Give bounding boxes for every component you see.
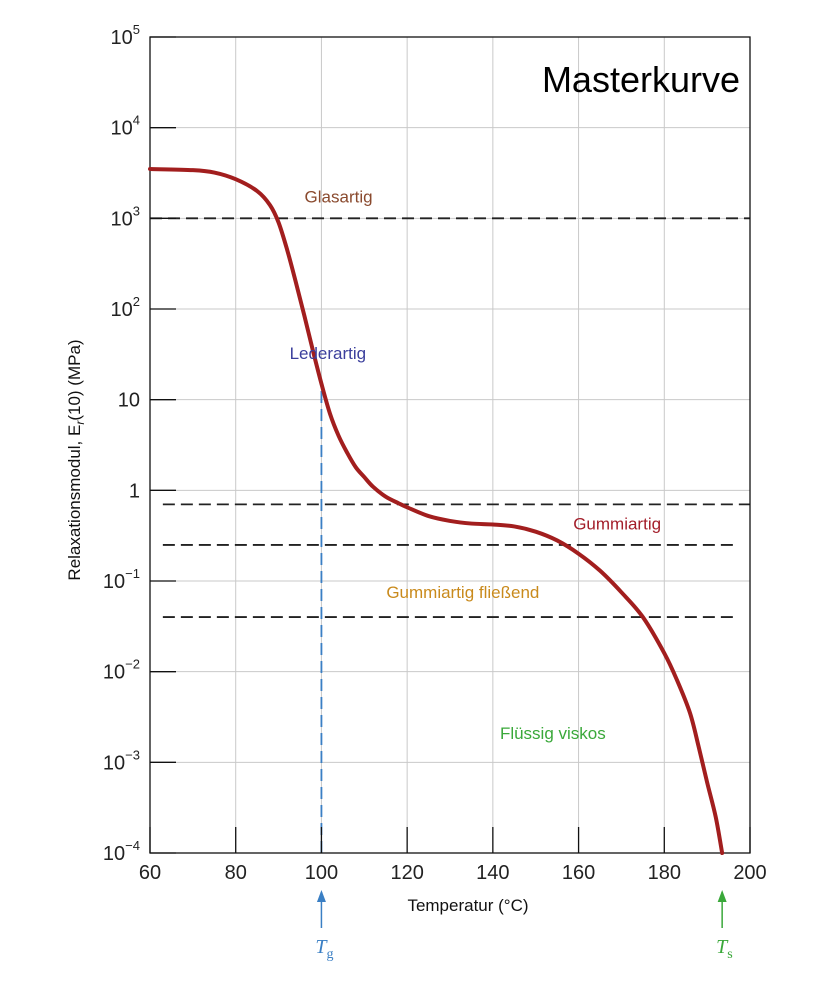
marker-symbol: T [315,936,328,958]
x-axis-title: Temperatur (°C) [407,896,528,915]
y-tick-label: 10−1 [103,566,140,593]
y-axis-title: Relaxationsmodul, Er(10) (MPa) [65,339,87,580]
y-axis-title-sub: r [73,420,87,425]
region-label: Gummiartig [573,514,661,533]
y-tick-exponent: 4 [133,113,140,128]
y-tick-label: 10−4 [103,838,140,865]
marker-label: Tg [315,936,333,962]
region-label: Lederartig [290,344,367,363]
y-tick-base: 10 [111,299,133,321]
y-tick-base: 1 [129,480,140,502]
x-tick-label: 160 [562,862,595,884]
chart-title: Masterkurve [542,59,740,100]
y-tick-base: 10 [103,843,125,865]
region-label: Gummiartig fließend [386,583,539,602]
temperature-markers: Tg Ts [315,890,733,962]
y-axis-title-suffix: (10) (MPa) [65,339,84,420]
y-tick-base: 10 [103,662,125,684]
x-tick-label: 80 [225,862,247,884]
y-tick-exponent: 5 [133,22,140,37]
y-tick-base: 10 [111,118,133,140]
marker-arrow-head [316,890,326,902]
y-tick-label: 104 [111,113,140,140]
y-tick-label: 10−2 [103,657,140,684]
y-tick-exponent: −1 [125,566,140,581]
marker-arrow-head [717,890,727,902]
y-tick-exponent: −4 [125,838,140,853]
y-tick-base: 10 [103,571,125,593]
y-tick-exponent: 2 [133,294,140,309]
region-labels: Glasartig Lederartig Gummiartig Gummiartig … [290,187,661,743]
grid [149,36,751,854]
x-tick-label: 60 [139,862,161,884]
y-axis-title-main: Relaxationsmodul, E [65,425,84,581]
x-tick-label: 140 [476,862,509,884]
y-tick-base: 10 [111,27,133,49]
y-tick-label: 1 [129,480,140,502]
x-tick-label: 180 [648,862,681,884]
y-tick-base: 10 [103,752,125,774]
x-tick-label: 200 [733,862,766,884]
x-tick-label: 120 [390,862,423,884]
reference-lines [150,217,750,853]
marker-subscript: g [327,947,334,962]
series-line [148,167,725,855]
x-axis-ticks: 60 80 100 120 140 160 180 200 [139,827,767,884]
y-tick-label: 10−3 [103,747,140,774]
x-tick-label: 100 [305,862,338,884]
y-tick-base: 10 [118,390,140,412]
y-tick-exponent: 3 [133,203,140,218]
y-tick-exponent: −3 [125,747,140,762]
y-tick-label: 103 [111,203,140,230]
marker-symbol: T [716,936,729,958]
y-tick-label: 105 [111,22,140,49]
y-tick-base: 10 [111,208,133,230]
marker-subscript: s [727,947,732,962]
y-tick-label: 10 [118,390,140,412]
y-tick-exponent: −2 [125,657,140,672]
marker-label: Ts [716,936,733,962]
region-label: Glasartig [305,187,373,206]
plot-frame [149,36,751,854]
region-label: Flüssig viskos [500,724,606,743]
y-tick-label: 102 [111,294,140,321]
